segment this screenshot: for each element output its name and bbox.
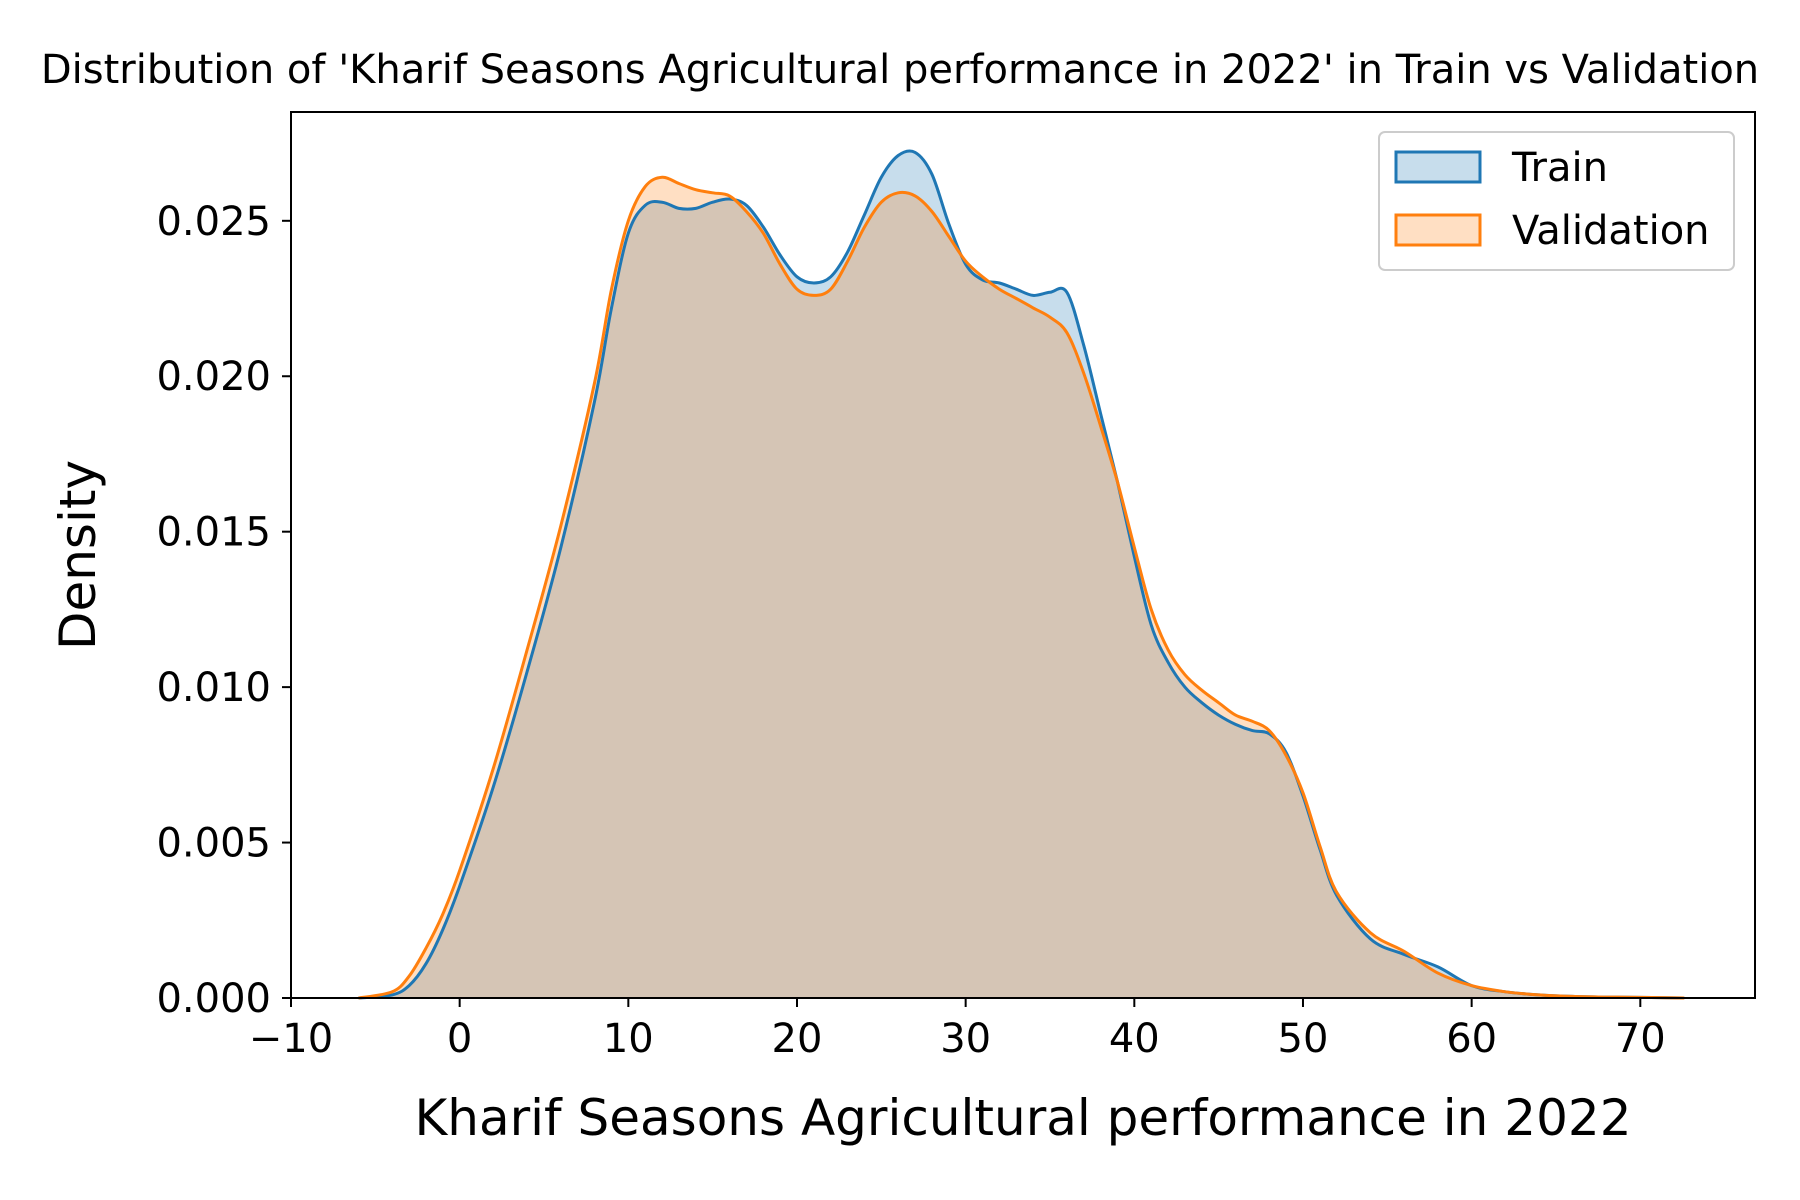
y-tick-label: 0.010 <box>156 665 271 711</box>
density-areas <box>358 150 1685 999</box>
legend-swatch-train <box>1394 150 1482 184</box>
x-tick-label: 10 <box>603 1016 654 1062</box>
legend-label-train: Train <box>1511 145 1608 191</box>
series-area-validation <box>358 177 1685 999</box>
y-tick-label: 0.025 <box>156 199 271 245</box>
x-axis-label: Kharif Seasons Agricultural performance … <box>414 1089 1631 1147</box>
y-axis-label: Density <box>49 460 107 650</box>
x-tick-label: 70 <box>1615 1016 1666 1062</box>
y-tick-label: 0.000 <box>156 976 271 1022</box>
y-tick-label: 0.020 <box>156 354 271 400</box>
legend-swatch-validation <box>1394 213 1482 247</box>
x-tick-label: 30 <box>940 1016 991 1062</box>
density-lines <box>358 149 1685 1000</box>
x-tick-label: 40 <box>1109 1016 1160 1062</box>
legend-label-validation: Validation <box>1512 208 1710 254</box>
x-tick-label: 20 <box>772 1016 823 1062</box>
x-tick-label: 0 <box>447 1016 472 1062</box>
y-axis: 0.000 0.005 0.010 0.015 0.020 0.025 <box>156 199 291 1022</box>
legend-box <box>1378 131 1735 271</box>
y-tick-label: 0.005 <box>156 821 271 867</box>
chart-title: Distribution of 'Kharif Seasons Agricult… <box>41 47 1759 93</box>
x-tick-label: 50 <box>1278 1016 1329 1062</box>
x-tick-label: −10 <box>249 1016 333 1062</box>
axes-frame <box>290 111 1756 999</box>
x-tick-label: 60 <box>1446 1016 1497 1062</box>
legend-items: Train Validation <box>1394 145 1710 254</box>
plot-area <box>290 111 1756 1000</box>
x-axis: −10 0 10 20 30 40 50 60 70 <box>249 998 1666 1062</box>
legend: Train Validation <box>1378 131 1735 271</box>
series-area-train <box>358 150 1685 998</box>
series-line-validation <box>358 175 1685 1000</box>
y-tick-label: 0.015 <box>156 510 271 556</box>
